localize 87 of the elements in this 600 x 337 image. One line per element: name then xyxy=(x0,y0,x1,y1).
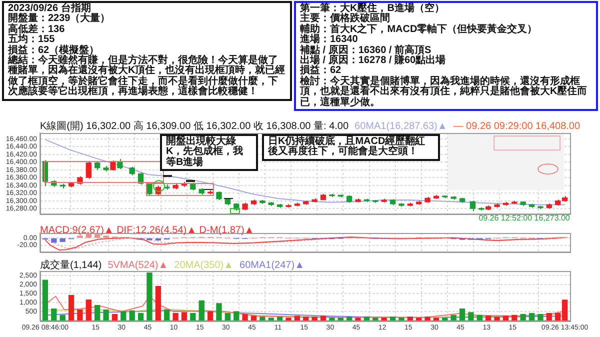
bar xyxy=(42,280,48,321)
bar xyxy=(338,318,344,321)
bar xyxy=(276,316,283,321)
bar xyxy=(250,316,257,321)
candlestick xyxy=(470,200,476,212)
text: 損益：62（模擬盤） xyxy=(8,44,100,56)
text: 進場：16340 xyxy=(300,34,359,46)
bar xyxy=(68,295,74,321)
bar xyxy=(364,316,370,321)
bar xyxy=(538,314,544,321)
bar xyxy=(390,316,396,321)
candlestick xyxy=(117,158,123,170)
bar xyxy=(224,313,230,321)
text: 損益：62 xyxy=(300,65,342,76)
text: 五均：155 xyxy=(8,34,56,46)
bar xyxy=(320,316,326,321)
annotation: 日K仍持續破底，且MACD經歷翻紅後又再度往下，可能會是大空頭！ xyxy=(268,136,426,158)
bar xyxy=(520,314,526,321)
bar xyxy=(355,318,361,321)
bar xyxy=(103,309,109,321)
bar xyxy=(164,309,170,321)
bar xyxy=(286,318,292,321)
bar xyxy=(60,314,66,321)
bar xyxy=(207,311,214,321)
bar xyxy=(86,300,92,321)
bar xyxy=(120,311,126,321)
bar xyxy=(94,304,100,321)
candlestick xyxy=(86,160,92,180)
text: 第一筆：大K壓住，B進場（空） xyxy=(300,3,446,14)
bar xyxy=(476,314,482,321)
annotation: 20MA(350)▲ xyxy=(174,260,234,271)
bar xyxy=(77,309,83,321)
annotation: 09.26 12:52:00 16,273.00 xyxy=(478,213,570,222)
bar xyxy=(512,314,518,321)
text: 2023/09/26 台指期 xyxy=(8,3,91,14)
text: 檢討：今天其實是個賭博單，因為我進場的時候，還沒有形成框頂，也就是還看不出來有沒有頂住，純粹只是賭他會被大K壓住而已，這種單少做。 xyxy=(300,76,588,108)
bar xyxy=(433,318,440,321)
bar xyxy=(442,318,448,321)
bar xyxy=(181,312,188,321)
bar xyxy=(172,313,178,321)
candlestick xyxy=(110,160,116,172)
bar xyxy=(381,318,387,321)
annotation: 開盤出現較大綠K，先包成框，我等B進場 xyxy=(166,136,244,168)
bar xyxy=(294,316,300,321)
annotation: 成交量(1,144) xyxy=(40,260,102,271)
bar xyxy=(198,300,204,321)
bar xyxy=(468,312,474,321)
bar xyxy=(546,313,552,321)
bar xyxy=(372,318,378,321)
bar xyxy=(138,313,144,321)
text: — 09.26 09:29:00 16,408.00 xyxy=(453,121,580,132)
bar xyxy=(486,316,492,321)
bar xyxy=(190,313,196,321)
bar xyxy=(346,316,352,321)
bar xyxy=(494,316,500,321)
bar xyxy=(312,316,318,321)
text: 總結：今天雖然有賺，但是方法不對，很危險！今天算是做了種賭單，因為在還沒有被大K頂住，也沒有出現框頂時，就已經做了框頂空，等於賭它會往下走，而不是看到什麼做什麼，下次應該要等它出現框頂，再進場表態，這樣會比較穩健！ xyxy=(8,55,286,98)
text: 高低差：136 xyxy=(8,24,66,35)
text: 60MA1(16,287.63)▲ xyxy=(354,121,448,132)
bar xyxy=(450,314,456,321)
bar xyxy=(146,272,152,321)
bar xyxy=(407,316,413,321)
text: 補點 / 原因：16360 / 前高頂S xyxy=(300,44,432,56)
annotation: 60MA1(247)▲ xyxy=(240,260,304,271)
bar xyxy=(112,314,118,321)
bar xyxy=(234,311,240,321)
bar xyxy=(502,316,509,321)
bar xyxy=(424,316,430,321)
bar xyxy=(459,308,466,321)
bar xyxy=(129,310,135,321)
bar xyxy=(51,308,57,321)
bar xyxy=(416,318,422,321)
text: 開盤量：2239（大量） xyxy=(8,13,112,24)
bar xyxy=(303,316,309,321)
bar xyxy=(268,318,274,321)
text: K線圖(開) 16,302.00 高 16,309.00 低 16,302.00 收 16,308.00 量: 4.00 xyxy=(40,121,349,132)
bar xyxy=(329,318,335,321)
bar xyxy=(155,286,161,321)
text: 輔助：首大K之下，MACD零軸下（但快要黃金交叉） xyxy=(300,24,538,35)
annotation: 5VMA(524)▲ xyxy=(108,260,168,271)
text: 主要：價格跌破區間 xyxy=(300,13,391,24)
bar xyxy=(260,316,266,321)
bar xyxy=(242,314,248,321)
bar xyxy=(528,313,535,321)
annotation: MACD:9(2.67)▲ DIF:12,26(4.54)▲ D-M(1.87)▲ xyxy=(40,225,254,236)
bar xyxy=(216,303,222,321)
bar xyxy=(398,318,404,321)
